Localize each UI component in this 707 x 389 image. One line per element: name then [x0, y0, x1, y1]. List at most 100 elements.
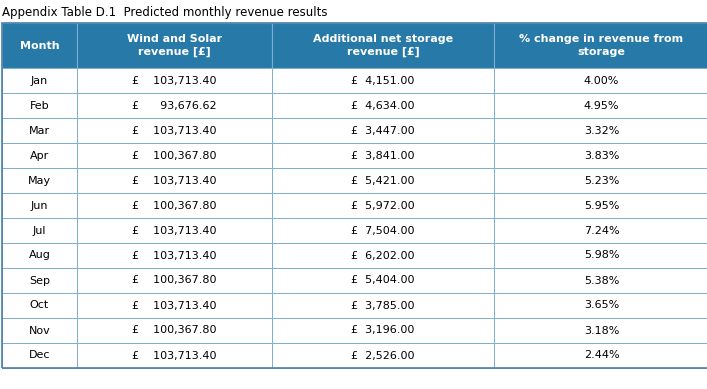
Bar: [77, 118, 272, 143]
Bar: [494, 343, 707, 368]
Text: Month: Month: [20, 40, 59, 51]
Text: £    100,367.80: £ 100,367.80: [132, 326, 217, 335]
Text: £  3,785.00: £ 3,785.00: [351, 300, 415, 310]
Text: £    103,713.40: £ 103,713.40: [132, 226, 217, 235]
Bar: [2, 343, 77, 368]
Text: £    100,367.80: £ 100,367.80: [132, 200, 217, 210]
Text: Jun: Jun: [30, 200, 48, 210]
Text: Wind and Solar
revenue [£]: Wind and Solar revenue [£]: [127, 34, 222, 57]
Bar: [494, 193, 707, 218]
Text: £  3,841.00: £ 3,841.00: [351, 151, 415, 161]
Bar: [2, 293, 77, 318]
Text: 3.83%: 3.83%: [584, 151, 619, 161]
Text: £  3,447.00: £ 3,447.00: [351, 126, 415, 135]
Bar: [77, 168, 272, 193]
Bar: [494, 268, 707, 293]
Bar: [272, 293, 494, 318]
Text: £    103,713.40: £ 103,713.40: [132, 126, 217, 135]
Text: Appendix Table D.1  Predicted monthly revenue results: Appendix Table D.1 Predicted monthly rev…: [2, 6, 327, 19]
Text: 3.32%: 3.32%: [584, 126, 619, 135]
Bar: [272, 93, 494, 118]
Bar: [272, 23, 494, 68]
Bar: [494, 23, 707, 68]
Bar: [494, 243, 707, 268]
Bar: [494, 168, 707, 193]
Text: £  2,526.00: £ 2,526.00: [351, 350, 415, 361]
Bar: [272, 218, 494, 243]
Text: £      93,676.62: £ 93,676.62: [132, 100, 217, 110]
Text: 4.00%: 4.00%: [584, 75, 619, 86]
Text: £  7,504.00: £ 7,504.00: [351, 226, 415, 235]
Text: Jan: Jan: [31, 75, 48, 86]
Text: Additional net storage
revenue [£]: Additional net storage revenue [£]: [313, 34, 453, 57]
Text: 3.65%: 3.65%: [584, 300, 619, 310]
Text: 5.38%: 5.38%: [584, 275, 619, 286]
Bar: [77, 143, 272, 168]
Bar: [2, 168, 77, 193]
Bar: [77, 68, 272, 93]
Bar: [77, 23, 272, 68]
Bar: [77, 193, 272, 218]
Bar: [272, 343, 494, 368]
Bar: [272, 143, 494, 168]
Bar: [494, 318, 707, 343]
Text: £  4,634.00: £ 4,634.00: [351, 100, 415, 110]
Bar: [2, 93, 77, 118]
Bar: [494, 118, 707, 143]
Text: 3.18%: 3.18%: [584, 326, 619, 335]
Bar: [2, 193, 77, 218]
Bar: [272, 68, 494, 93]
Text: Apr: Apr: [30, 151, 49, 161]
Text: £    103,713.40: £ 103,713.40: [132, 175, 217, 186]
Bar: [2, 23, 77, 68]
Text: Jul: Jul: [33, 226, 46, 235]
Bar: [77, 343, 272, 368]
Text: £    100,367.80: £ 100,367.80: [132, 151, 217, 161]
Text: Mar: Mar: [29, 126, 50, 135]
Text: Aug: Aug: [28, 251, 50, 261]
Text: 5.98%: 5.98%: [584, 251, 619, 261]
Bar: [272, 118, 494, 143]
Text: % change in revenue from
storage: % change in revenue from storage: [520, 34, 684, 57]
Text: 4.95%: 4.95%: [584, 100, 619, 110]
Bar: [494, 143, 707, 168]
Text: £    103,713.40: £ 103,713.40: [132, 251, 217, 261]
Text: May: May: [28, 175, 51, 186]
Bar: [2, 218, 77, 243]
Bar: [494, 93, 707, 118]
Text: 7.24%: 7.24%: [584, 226, 619, 235]
Bar: [494, 68, 707, 93]
Bar: [2, 23, 707, 368]
Bar: [272, 268, 494, 293]
Bar: [77, 293, 272, 318]
Text: £    103,713.40: £ 103,713.40: [132, 350, 217, 361]
Bar: [2, 243, 77, 268]
Bar: [2, 68, 77, 93]
Bar: [2, 268, 77, 293]
Text: £  6,202.00: £ 6,202.00: [351, 251, 415, 261]
Text: £  5,972.00: £ 5,972.00: [351, 200, 415, 210]
Bar: [494, 218, 707, 243]
Bar: [77, 243, 272, 268]
Text: 5.95%: 5.95%: [584, 200, 619, 210]
Text: £  3,196.00: £ 3,196.00: [351, 326, 415, 335]
Text: £  4,151.00: £ 4,151.00: [351, 75, 415, 86]
Text: Oct: Oct: [30, 300, 49, 310]
Bar: [2, 143, 77, 168]
Text: 5.23%: 5.23%: [584, 175, 619, 186]
Text: £  5,404.00: £ 5,404.00: [351, 275, 415, 286]
Text: Dec: Dec: [29, 350, 50, 361]
Bar: [272, 318, 494, 343]
Bar: [272, 243, 494, 268]
Text: Feb: Feb: [30, 100, 49, 110]
Bar: [77, 93, 272, 118]
Bar: [272, 193, 494, 218]
Bar: [494, 293, 707, 318]
Bar: [77, 318, 272, 343]
Bar: [2, 318, 77, 343]
Text: £    103,713.40: £ 103,713.40: [132, 300, 217, 310]
Text: £    100,367.80: £ 100,367.80: [132, 275, 217, 286]
Bar: [2, 118, 77, 143]
Bar: [272, 168, 494, 193]
Text: Nov: Nov: [28, 326, 50, 335]
